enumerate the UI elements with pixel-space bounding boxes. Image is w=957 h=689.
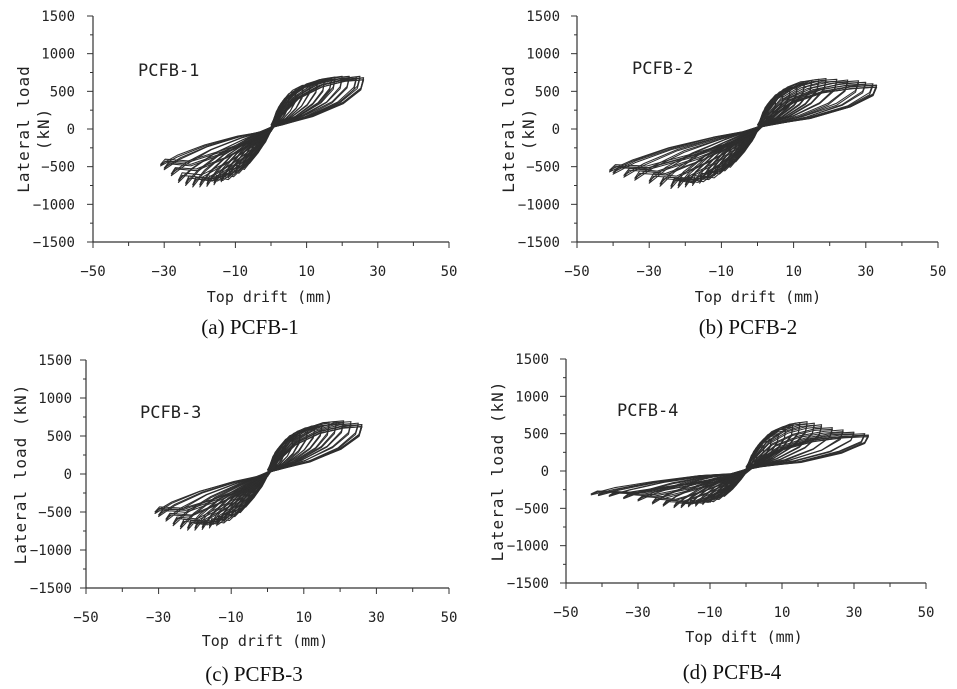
y-tick-label: 1500	[515, 352, 549, 368]
chart-panel-1: 1500 1000 500 0 −500 −1000 −1500 −50 −30 −10 10 30 5…	[14, 9, 457, 339]
x-tick-label: 50	[441, 264, 458, 280]
y-tick-label: 1500	[526, 9, 560, 25]
x-tick-label: −50	[553, 605, 578, 621]
y-axis-title: Lateral load (kN)	[488, 381, 507, 562]
chart-panel-4: 1500 1000 500 0 −500 −1000 −1500−50 −30 −10 10 30 5…	[488, 352, 934, 684]
hysteresis-loop	[163, 77, 365, 171]
y-tick-label: 1000	[38, 391, 72, 407]
y-tick-label: −1500	[507, 576, 549, 592]
panel-caption: (b) PCFB-2	[699, 315, 798, 339]
x-tick-label: −10	[697, 605, 722, 621]
hysteresis-loop	[163, 79, 365, 169]
x-axis-title: Top drift (mm)	[695, 288, 821, 306]
y-tick-label: 1500	[38, 353, 72, 369]
x-axis-title: Top drift (mm)	[207, 288, 333, 306]
y-tick-label: −500	[41, 160, 75, 176]
hysteresis-loop	[608, 86, 878, 171]
y-tick-label: −1000	[507, 539, 549, 555]
hysteresis-loop	[590, 436, 869, 495]
specimen-label: PCFB-1	[138, 61, 199, 81]
y-tick-label: −1000	[33, 197, 75, 213]
x-tick-label: −30	[152, 264, 177, 280]
panel-caption: (d) PCFB-4	[683, 660, 782, 684]
x-tick-label: −10	[709, 264, 734, 280]
y-tick-label: −500	[38, 505, 72, 521]
hysteresis-series	[154, 420, 363, 531]
panel-caption: (c) PCFB-3	[205, 662, 302, 686]
x-axis-title: Top dift (mm)	[685, 628, 802, 646]
y-tick-label: −1500	[30, 581, 72, 597]
y-tick-label: 0	[67, 122, 75, 138]
hysteresis-series	[160, 75, 365, 188]
x-tick-label: −30	[146, 610, 171, 626]
y-tick-label: 0	[64, 467, 72, 483]
x-tick-label: 10	[298, 264, 315, 280]
y-tick-label: 0	[541, 464, 549, 480]
y-axis-title: Lateral load (kN)	[11, 384, 30, 565]
y-tick-label: 1500	[41, 9, 75, 25]
y-tick-label: 500	[535, 84, 560, 100]
x-tick-label: 10	[295, 610, 312, 626]
y-tick-label: 1000	[515, 389, 549, 405]
y-tick-label: −1000	[30, 543, 72, 559]
y-tick-label: −1500	[518, 235, 560, 251]
hysteresis-loop	[170, 77, 361, 175]
y-tick-label: −1500	[33, 235, 75, 251]
hysteresis-loop	[154, 424, 363, 515]
x-tick-label: 50	[441, 610, 458, 626]
hysteresis-loop	[154, 426, 363, 513]
y-tick-label: 500	[50, 84, 75, 100]
x-tick-label: −50	[564, 264, 589, 280]
y-axis-title: Lateral load(kN)	[499, 65, 538, 193]
panel-caption: (a) PCFB-1	[201, 315, 298, 339]
y-tick-label: 500	[524, 427, 549, 443]
x-tick-label: −10	[219, 610, 244, 626]
hysteresis-loop	[612, 84, 878, 175]
x-tick-label: 30	[846, 605, 863, 621]
y-tick-label: −500	[526, 160, 560, 176]
hysteresis-series	[608, 77, 878, 190]
x-tick-label: −50	[80, 264, 105, 280]
y-tick-label: 0	[552, 122, 560, 138]
x-tick-label: −30	[637, 264, 662, 280]
hysteresis-loop	[608, 433, 866, 497]
x-tick-label: −10	[223, 264, 248, 280]
y-tick-label: 500	[47, 429, 72, 445]
x-tick-label: 50	[930, 264, 947, 280]
x-tick-label: 30	[857, 264, 874, 280]
hysteresis-loop	[158, 424, 363, 518]
x-axis-title: Top drift (mm)	[202, 632, 328, 650]
x-tick-label: 50	[918, 605, 935, 621]
hysteresis-loop	[158, 426, 363, 516]
y-tick-label: −1000	[518, 197, 560, 213]
x-tick-label: 10	[774, 605, 791, 621]
y-tick-label: 1000	[41, 47, 75, 63]
specimen-label: PCFB-4	[617, 401, 678, 421]
chart-panel-2: 1500 1000 500 0 −500 −1000 −1500−50 −30 −10 10 30 5…	[499, 9, 946, 339]
x-tick-label: 30	[369, 264, 386, 280]
x-tick-label: 10	[785, 264, 802, 280]
hysteresis-series	[590, 421, 869, 509]
y-axis-title: Lateral load(kN)	[14, 65, 53, 193]
hysteresis-loop	[160, 79, 365, 165]
specimen-label: PCFB-3	[140, 403, 201, 423]
x-tick-label: −50	[73, 610, 98, 626]
hysteresis-loop	[608, 84, 878, 173]
chart-panel-3: 1500 1000 500 0 −500 −1000 −1500−50 −30 −10 10 30 5…	[11, 353, 457, 686]
y-tick-label: 1000	[526, 47, 560, 63]
x-tick-label: 30	[368, 610, 385, 626]
x-tick-label: −30	[625, 605, 650, 621]
specimen-label: PCFB-2	[632, 59, 693, 79]
y-tick-label: −500	[515, 501, 549, 517]
